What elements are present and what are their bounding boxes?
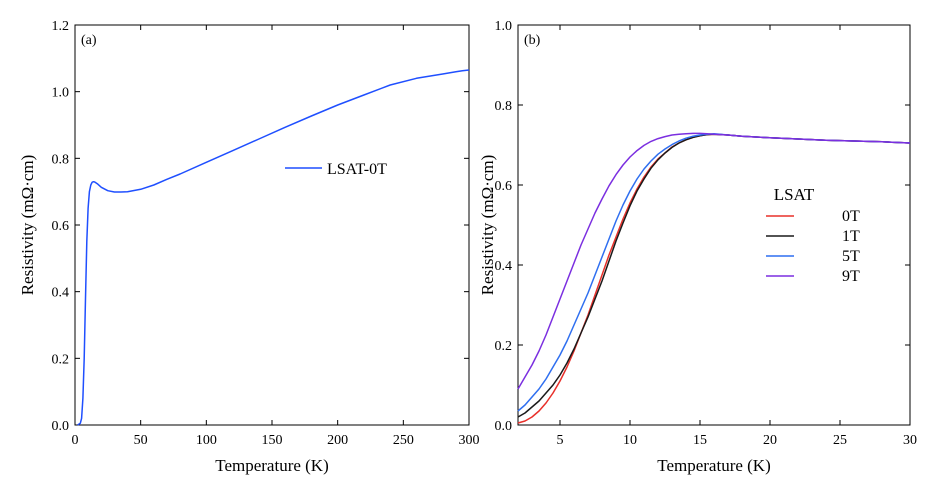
panel-a-x-tick-label: 100: [196, 433, 217, 448]
panel-b-x-tick-label: 25: [833, 433, 847, 448]
panel-a-y-tick-label: 0.4: [52, 286, 70, 301]
panel-b-x-axis-title: Temperature (K): [657, 456, 771, 475]
panel-a-frame: [74, 24, 470, 426]
panel-b-y-tick-label: 0.4: [495, 259, 513, 274]
panel-a: (a) 0.0 0.2 0.4 0.6 0.8 1.0 1.2 0 50 100 150 200 25…: [18, 19, 480, 475]
panel-b-y-tick-label: 1.0: [495, 19, 513, 34]
panel-a-x-axis-title: Temperature (K): [215, 456, 329, 475]
panel-b-x-tick-label: 5: [557, 433, 564, 448]
panel-b-series-line-9t: [517, 132, 911, 390]
panel-a-y-tick-label: 0.6: [52, 219, 70, 234]
panel-a-y-tick-label: 0.2: [52, 352, 70, 367]
panel-a-x-tick-label: 200: [327, 433, 348, 448]
panel-a-label: (a): [81, 33, 97, 48]
panel-b-legend-label-5t: 5T: [842, 248, 860, 265]
panel-a-y-tick-label: 1.0: [52, 86, 70, 101]
panel-a-x-tick-label: 300: [459, 433, 480, 448]
panel-a-legend: LSAT-0T: [285, 161, 387, 178]
panel-b: (b) 0.0 0.2 0.4 0.6 0.8 1.0 5 10 15 20 25 30 Tempe…: [478, 19, 917, 475]
panel-a-y-tick-label: 1.2: [52, 19, 70, 34]
panel-a-x-tick-label: 50: [134, 433, 148, 448]
panel-b-label: (b): [524, 33, 541, 48]
panel-a-x-tick-label: 150: [262, 433, 283, 448]
panel-a-x-tick-label: 250: [393, 433, 414, 448]
panel-a-x-ticks: 0 50 100 150 200 250 300: [72, 25, 480, 448]
panel-a-y-tick-label: 0.0: [52, 419, 70, 434]
panel-b-frame: [517, 24, 911, 426]
panel-b-x-tick-label: 30: [903, 433, 917, 448]
panel-b-x-tick-label: 10: [623, 433, 637, 448]
panel-b-x-tick-label: 20: [763, 433, 777, 448]
panel-a-y-ticks: 0.0 0.2 0.4 0.6 0.8 1.0 1.2: [52, 19, 469, 434]
panel-a-series-line-lsat-0t: [77, 69, 470, 426]
panel-b-legend-label-1t: 1T: [842, 228, 860, 245]
panel-a-x-tick-label: 0: [72, 433, 79, 448]
panel-a-y-axis-title: Resistivity (mΩ·cm): [18, 155, 37, 296]
panel-a-legend-label: LSAT-0T: [327, 161, 387, 178]
panel-b-x-tick-label: 15: [693, 433, 707, 448]
panel-b-legend-label-9t: 9T: [842, 268, 860, 285]
panel-b-legend-label-0t: 0T: [842, 208, 860, 225]
panel-b-y-tick-label: 0.8: [495, 99, 513, 114]
panel-b-series: [517, 132, 911, 424]
panel-b-y-tick-label: 0.6: [495, 179, 513, 194]
panel-b-y-axis-title: Resistivity (mΩ·cm): [478, 155, 497, 296]
panel-b-y-tick-label: 0.2: [495, 339, 513, 354]
panel-b-x-ticks: 5 10 15 20 25 30: [557, 25, 917, 448]
panel-a-series: [77, 69, 470, 426]
panel-b-y-ticks: 0.0 0.2 0.4 0.6 0.8 1.0: [495, 19, 910, 434]
panel-b-y-tick-label: 0.0: [495, 419, 513, 434]
panel-b-legend-title: LSAT: [774, 185, 815, 204]
panel-b-legend: LSAT 0T 1T 5T 9T: [766, 185, 860, 285]
panel-a-y-tick-label: 0.8: [52, 152, 70, 167]
